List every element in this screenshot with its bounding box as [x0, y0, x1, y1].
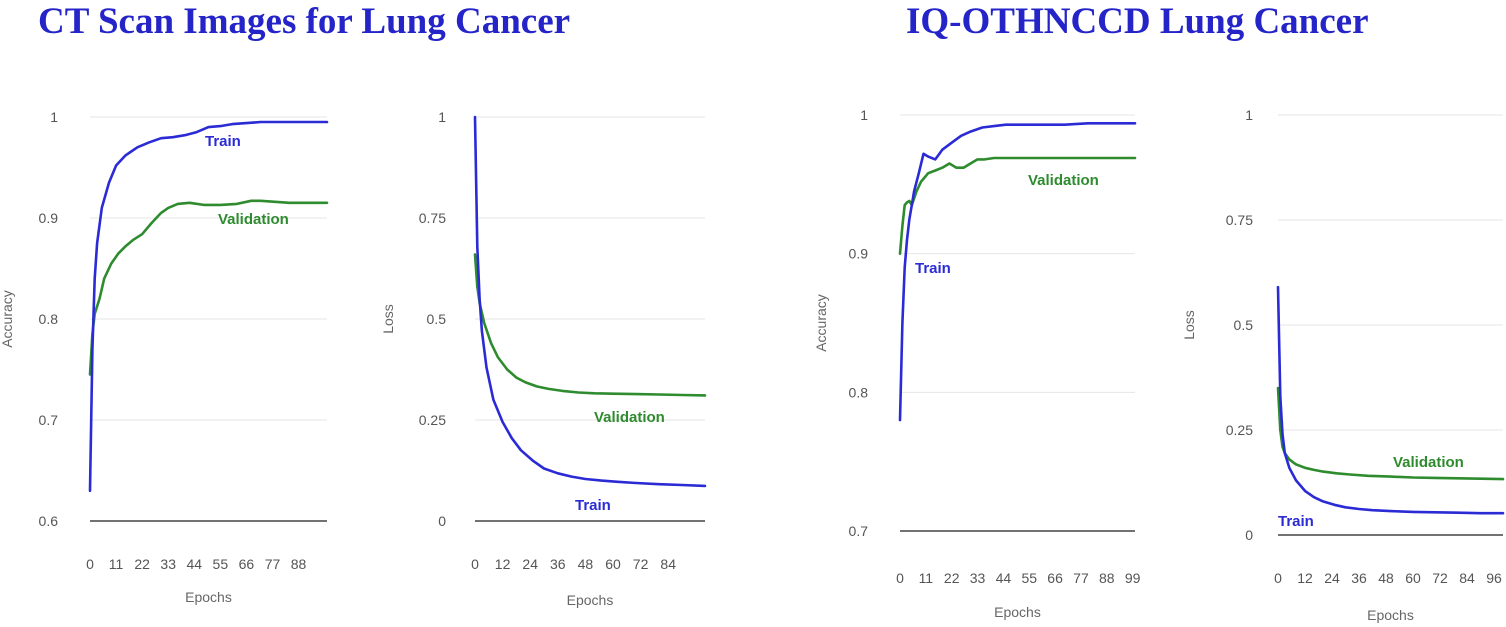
y-tick-label: 0.7 [849, 523, 869, 539]
chart-panel-3: 0.7 0.8 0.9 1 0 11 22 33 44 55 66 77 88 99 Epochs Accur… [813, 107, 1141, 620]
x-axis-title: Epochs [567, 592, 614, 608]
x-tick-label: 72 [633, 556, 649, 572]
x-tick-label: 77 [1073, 570, 1089, 586]
series-label-train: Train [205, 133, 241, 150]
x-tick-label: 88 [291, 556, 307, 572]
x-tick-label: 24 [1324, 570, 1340, 586]
y-tick-label: 0.8 [39, 311, 59, 327]
x-tick-label: 66 [1047, 570, 1063, 586]
x-tick-label: 0 [471, 556, 479, 572]
x-tick-label: 11 [109, 556, 124, 572]
x-tick-label: 84 [1459, 570, 1475, 586]
y-tick-label: 0.25 [419, 412, 446, 428]
x-axis-title: Epochs [1367, 607, 1414, 623]
y-tick-label: 0.9 [849, 246, 869, 262]
x-tick-label: 11 [919, 570, 934, 586]
x-tick-label: 48 [1378, 570, 1394, 586]
x-tick-label: 0 [86, 556, 94, 572]
series-line-train [898, 122, 1137, 422]
series-label-train: Train [915, 260, 951, 277]
y-tick-label: 0.6 [39, 513, 59, 529]
y-tick-label: 0.7 [39, 412, 59, 428]
y-tick-label: 0.8 [849, 384, 869, 400]
x-tick-label: 88 [1099, 570, 1115, 586]
x-tick-label: 12 [1297, 570, 1313, 586]
chart-panel-2: 0 0.25 0.5 0.75 1 0 12 24 36 48 60 72 84 Epochs Loss Tr… [380, 109, 707, 608]
x-tick-label: 24 [522, 556, 538, 572]
y-tick-label: 0.75 [1226, 212, 1253, 228]
series-line-train [88, 120, 329, 493]
series-line-validation [473, 253, 707, 397]
series-line-train [1276, 285, 1505, 515]
series-line-validation [898, 156, 1137, 255]
x-tick-label: 72 [1432, 570, 1448, 586]
x-tick-label: 33 [160, 556, 176, 572]
y-tick-label: 0.25 [1226, 422, 1253, 438]
y-axis-title: Accuracy [813, 294, 829, 352]
y-tick-label: 0.5 [1234, 317, 1254, 333]
x-tick-label: 0 [896, 570, 904, 586]
series-label-train: Train [575, 497, 611, 514]
x-tick-label: 60 [1405, 570, 1421, 586]
x-tick-label: 44 [186, 556, 202, 572]
x-tick-label: 12 [495, 556, 511, 572]
x-tick-label: 48 [578, 556, 594, 572]
x-tick-label: 22 [134, 556, 150, 572]
series-line-validation [1276, 386, 1505, 481]
x-tick-label: 33 [970, 570, 986, 586]
chart-panel-1: 0.6 0.7 0.8 0.9 1 0 11 22 33 44 55 66 77 88 Epochs Accu… [0, 109, 329, 605]
x-tick-label: 66 [239, 556, 255, 572]
series-line-train [473, 115, 707, 488]
x-tick-label: 77 [265, 556, 281, 572]
x-tick-label: 96 [1486, 570, 1502, 586]
chart-panel-4: 0 0.25 0.5 0.75 1 0 12 24 36 48 60 72 84 96 Epochs Loss… [1181, 107, 1505, 623]
x-tick-label: 0 [1274, 570, 1282, 586]
y-tick-label: 1 [438, 109, 446, 125]
x-tick-label: 55 [213, 556, 229, 572]
series-label-validation: Validation [1393, 454, 1464, 471]
x-tick-label: 99 [1125, 570, 1141, 586]
y-axis-title: Loss [380, 304, 396, 334]
y-tick-label: 0.75 [419, 210, 446, 226]
x-tick-label: 22 [944, 570, 960, 586]
series-label-validation: Validation [218, 211, 289, 228]
chart-title-iq-othnccd: IQ-OTHNCCD Lung Cancer [906, 1, 1369, 42]
x-tick-label: 55 [1021, 570, 1037, 586]
y-tick-label: 0 [438, 513, 446, 529]
y-tick-label: 1 [50, 109, 58, 125]
x-tick-label: 84 [660, 556, 676, 572]
y-tick-label: 1 [860, 107, 868, 123]
series-label-train: Train [1278, 513, 1314, 530]
series-label-validation: Validation [1028, 172, 1099, 189]
series-label-validation: Validation [594, 409, 665, 426]
x-axis-title: Epochs [185, 589, 232, 605]
chart-title-ct-scan: CT Scan Images for Lung Cancer [38, 1, 571, 42]
x-tick-label: 44 [996, 570, 1012, 586]
x-tick-label: 36 [550, 556, 566, 572]
y-tick-label: 1 [1245, 107, 1253, 123]
y-axis-title: Accuracy [0, 290, 15, 348]
x-tick-label: 36 [1351, 570, 1367, 586]
x-tick-label: 60 [605, 556, 621, 572]
y-tick-label: 0.5 [427, 311, 447, 327]
y-axis-title: Loss [1181, 310, 1197, 340]
x-axis-title: Epochs [994, 604, 1041, 620]
y-tick-label: 0.9 [39, 210, 59, 226]
y-tick-label: 0 [1245, 527, 1253, 543]
series-line-validation [88, 199, 329, 376]
